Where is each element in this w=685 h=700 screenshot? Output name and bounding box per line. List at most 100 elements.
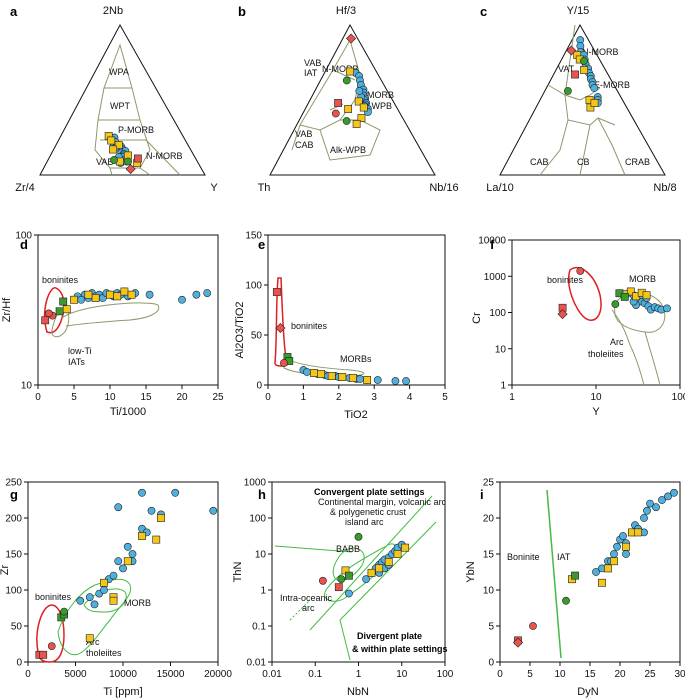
marker-b-red: [331, 109, 340, 118]
marker-f-blue: [663, 304, 671, 313]
marker-f-green: [620, 292, 629, 301]
field-label-cab-c: CAB: [530, 157, 549, 167]
field-label-tholeiites-f: tholeiites: [588, 349, 624, 359]
field-label-boninites-e: boninites: [291, 321, 328, 331]
ternary-a-frame: [39, 23, 206, 176]
ytick-label-d: 10: [21, 381, 33, 392]
marker-g-yellow: [109, 596, 118, 605]
marker-a-green: [110, 156, 118, 164]
marker-b-yellow: [344, 105, 352, 113]
marker-i-blue: [652, 503, 660, 512]
marker-a-red: [134, 154, 142, 163]
panel-i-markers: [512, 488, 678, 648]
panel-d-frame: [37, 234, 219, 386]
xtick-label-i: 25: [644, 669, 656, 680]
panel-a-markers: [104, 132, 142, 175]
field-label-morb-g: MORB: [124, 598, 151, 608]
xtick-label-g: 0: [25, 669, 31, 680]
ytick-label-i: 10: [483, 586, 495, 597]
marker-g-blue: [119, 564, 127, 573]
marker-c-yellow: [590, 99, 599, 107]
ytick-label-e: 50: [251, 331, 263, 342]
marker-b-red: [346, 33, 357, 44]
marker-d-blue: [178, 295, 186, 304]
panel-e-label: e: [258, 237, 265, 252]
marker-d-blue: [192, 290, 201, 299]
field-label-e-morb-c: E-MORB: [594, 80, 630, 90]
marker-d-yellow: [91, 294, 100, 302]
marker-d-blue: [77, 295, 86, 304]
panel-f-markers: [557, 267, 671, 320]
field-label-morb-f: MORB: [629, 274, 656, 284]
ternary-b-frame: [269, 23, 436, 176]
panel-d-label: d: [20, 237, 28, 252]
ytick-label-f: 1000: [484, 272, 507, 283]
field-label-vat-c: VAT: [558, 64, 575, 74]
ytick-label-e: 150: [245, 231, 262, 242]
ternary-a-top-label: 2Nb: [103, 5, 123, 17]
marker-i-blue: [646, 499, 654, 508]
marker-f-yellow: [642, 291, 651, 300]
marker-g-blue: [114, 557, 123, 566]
marker-g-blue: [123, 542, 132, 551]
xtick-label-d: 10: [104, 392, 116, 403]
marker-g-blue: [209, 506, 218, 515]
marker-e-yellow: [317, 370, 325, 378]
marker-g-green: [60, 607, 68, 616]
marker-i-red: [512, 637, 524, 648]
field-label-cab-b: CAB: [295, 140, 314, 150]
ytick-label-i: 25: [483, 478, 495, 489]
marker-i-yellow: [610, 557, 618, 566]
marker-d-yellow: [120, 287, 129, 296]
panel-f-ticks: 1 10 100 1 10 100 1000 10000: [478, 236, 685, 404]
ytick-label-h: 100: [249, 514, 266, 525]
marker-b-green: [342, 76, 351, 85]
panel-h-ylabel: ThN: [232, 562, 244, 583]
field-label-e-morb-b: E-MORB: [358, 90, 394, 100]
marker-b-yellow: [352, 120, 361, 128]
marker-b-yellow: [357, 114, 366, 122]
panel-e-markers: [272, 288, 410, 385]
intra-oceanic-line-h: [289, 599, 311, 621]
ytick-label-h: 1000: [244, 478, 267, 489]
xtick-label-g: 20000: [204, 669, 232, 680]
panel-i-scatter: i 0 5 10 15 20 25 30 0 5 10 15 20 25 DyN YbN Boninit…: [465, 478, 685, 699]
marker-d-yellow: [62, 305, 71, 314]
marker-d-red: [41, 316, 50, 325]
panel-c-ternary: c Y/15 La/10 Nb/8 N-MORB VAT E-MORB CAB …: [480, 4, 677, 194]
marker-a-green: [124, 157, 132, 166]
ytick-label-g: 0: [16, 658, 22, 669]
marker-g-red: [39, 650, 48, 659]
ytick-label-h: 10: [255, 550, 267, 561]
field-label-low-ti-d: low-Ti: [68, 346, 92, 356]
marker-e-blue: [391, 377, 400, 385]
marker-e-blue: [356, 375, 364, 383]
ytick-label-f: 1: [500, 381, 506, 392]
xtick-label-h: 1: [356, 669, 362, 680]
panel-g-ticks: 0 5000 10000 15000 20000 0 50 100 150 200 250: [5, 478, 232, 681]
ytick-label-i: 5: [488, 622, 494, 633]
marker-f-red: [576, 267, 585, 275]
marker-a-yellow: [107, 136, 116, 145]
ytick-label-h: 1: [260, 586, 266, 597]
marker-g-blue: [85, 593, 94, 602]
xtick-label-i: 15: [584, 669, 596, 680]
marker-g-blue: [109, 571, 118, 580]
ternary-b-left-label: Th: [258, 182, 271, 194]
marker-h-yellow: [401, 543, 410, 552]
marker-b-yellow: [346, 67, 354, 76]
marker-h-red: [318, 576, 327, 585]
ytick-label-i: 20: [483, 514, 495, 525]
xtick-label-i: 20: [614, 669, 626, 680]
marker-c-red: [566, 45, 577, 56]
marker-b-red: [334, 99, 342, 107]
field-label-n-morb-c: N-MORB: [582, 47, 619, 57]
arc-tholeiite-boundary-f: [644, 331, 661, 386]
marker-b-yellow: [354, 97, 363, 106]
panel-c-markers: [564, 36, 602, 112]
ternary-a-right-label: Y: [210, 182, 218, 194]
ytick-label-d: 100: [15, 231, 32, 242]
panel-f-ylabel: Cr: [471, 312, 483, 324]
field-label-alk-wpb-b: Alk-WPB: [330, 145, 366, 155]
